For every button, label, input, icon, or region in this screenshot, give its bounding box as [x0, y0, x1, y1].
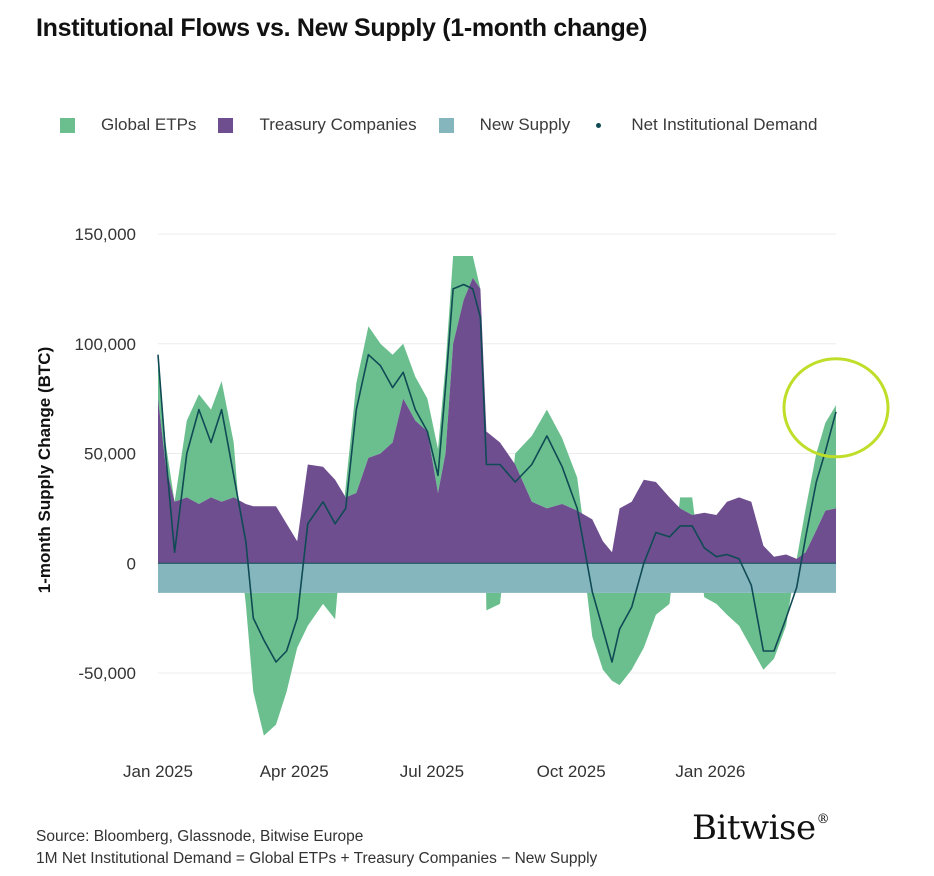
x-tick-label: Jan 2025 [123, 762, 193, 781]
y-tick-label: 150,000 [75, 225, 136, 244]
legend-item-global-etps: Global ETPs [60, 115, 196, 135]
logo-text: Bitwise [692, 808, 816, 848]
legend-item-treasury-companies: Treasury Companies [218, 115, 417, 135]
chart-area: 150,000 100,000 50,000 0 -50,000 Jan 2025 Apr … [35, 225, 890, 781]
legend-swatch-treasury-companies [218, 117, 234, 133]
x-tick-label: Apr 2025 [260, 762, 329, 781]
y-tick-label: 100,000 [75, 335, 136, 354]
y-tick-label: 50,000 [84, 445, 136, 464]
legend-label-new-supply: New Supply [479, 115, 571, 134]
legend: Global ETPs Treasury Companies New Suppl… [60, 115, 839, 135]
bitwise-logo: Bitwise® [692, 808, 830, 848]
y-tick-label: -50,000 [78, 664, 136, 683]
x-tick-label: Oct 2025 [537, 762, 606, 781]
y-axis-label: 1-month Supply Change (BTC) [35, 347, 54, 593]
legend-swatch-new-supply [438, 117, 454, 133]
logo-registered-mark: ® [816, 812, 830, 827]
footer-note: 1M Net Institutional Demand = Global ETP… [36, 850, 598, 867]
legend-item-net-institutional-demand: Net Institutional Demand [592, 115, 817, 135]
series-area-treasury-companies [158, 277, 836, 564]
series-area-new-supply [158, 563, 836, 593]
footer-source: Source: Bloomberg, Glassnode, Bitwise Eu… [36, 828, 364, 845]
x-tick-label: Jan 2026 [675, 762, 745, 781]
legend-swatch-global-etps [60, 117, 75, 133]
legend-label-treasury-companies: Treasury Companies [259, 115, 417, 134]
chart-title: Institutional Flows vs. New Supply (1-mo… [36, 14, 648, 42]
y-tick-label: 0 [127, 554, 136, 573]
legend-label-global-etps: Global ETPs [101, 115, 197, 134]
highlight-circle [782, 357, 890, 459]
x-tick-label: Jul 2025 [400, 762, 464, 781]
legend-label-net-institutional-demand: Net Institutional Demand [631, 115, 818, 134]
legend-item-new-supply: New Supply [438, 115, 571, 135]
series-line-net-institutional-demand [157, 283, 837, 663]
legend-dot-net-institutional-demand [596, 122, 602, 128]
